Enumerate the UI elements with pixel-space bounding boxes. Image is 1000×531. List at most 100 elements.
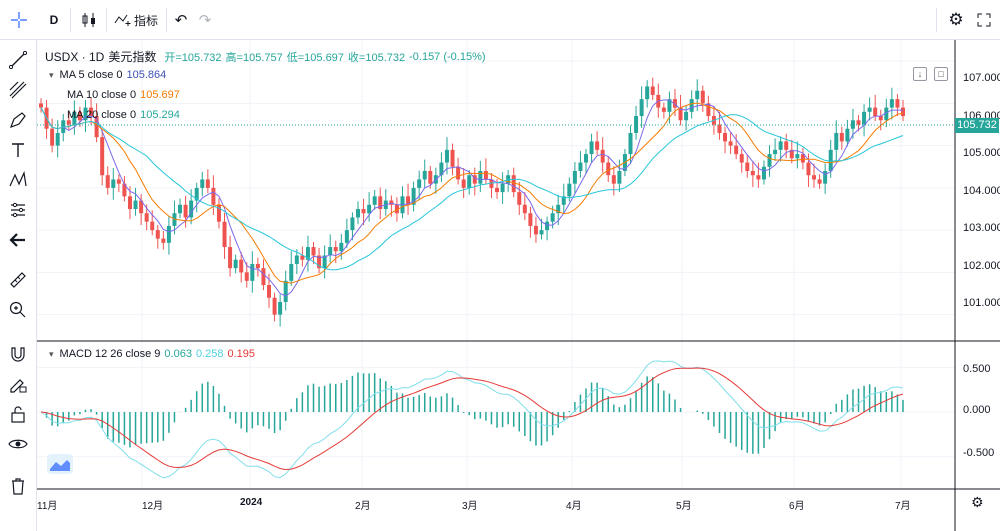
collapse-chevron-icon[interactable]: ▾ — [49, 348, 54, 359]
candle-body — [39, 103, 43, 108]
candle-body — [66, 120, 71, 125]
candle-body — [122, 183, 127, 197]
maximize-pane-button[interactable]: □ — [934, 67, 948, 81]
back-arrow-icon — [9, 233, 25, 247]
candle-body — [133, 200, 138, 210]
candle-body — [795, 154, 800, 159]
candle-body — [189, 200, 194, 218]
lock-tool[interactable] — [4, 400, 32, 428]
candle-body — [700, 90, 705, 104]
candle-body — [867, 107, 872, 112]
symbol-name[interactable]: USDX · 1D — [45, 49, 105, 64]
brush-tool[interactable] — [4, 106, 32, 134]
tv-logo-icon[interactable] — [47, 454, 73, 474]
candle-body — [250, 263, 255, 281]
crosshair-cursor-button[interactable] — [0, 8, 37, 32]
price-tick: 107.000 — [963, 72, 1000, 84]
candle-body — [483, 170, 488, 180]
ruler-tool[interactable] — [4, 266, 32, 294]
prediction-tool[interactable] — [4, 196, 32, 224]
candle-body — [595, 141, 600, 150]
undo-button[interactable]: ↶ — [174, 12, 188, 29]
time-tick: 5月 — [676, 501, 692, 512]
candle-body — [166, 225, 171, 243]
crosshair-icon — [10, 12, 27, 28]
ma5-label: MA 5 close 0 — [59, 69, 123, 81]
delete-tool[interactable] — [4, 472, 32, 500]
ma20-line — [40, 107, 904, 271]
candle-body — [406, 196, 411, 205]
settings-button[interactable]: ⚙ — [948, 10, 964, 29]
visibility-tool[interactable] — [4, 430, 32, 458]
candle-body — [127, 196, 132, 210]
toolbar-separator — [70, 8, 71, 32]
candle-body — [417, 179, 422, 188]
candle-body — [439, 162, 444, 176]
pattern-tool[interactable] — [4, 166, 32, 194]
candle-body — [500, 183, 505, 193]
collapse-chevron-icon[interactable]: ▾ — [49, 69, 54, 80]
candle-body — [856, 120, 861, 125]
candle-body — [155, 230, 160, 239]
candle-body — [806, 162, 811, 176]
drawing-toolbar — [0, 40, 37, 531]
prediction-icon — [11, 202, 25, 218]
candle-body — [150, 221, 155, 231]
chart-area[interactable]: USDX · 1D 美元指数 开=105.732 高=105.757 低=105… — [37, 40, 1000, 531]
candle-body — [689, 99, 694, 112]
chart-canvas[interactable] — [37, 40, 1000, 531]
ma20-legend[interactable]: MA 20 close 0 105.294 — [67, 109, 184, 121]
macd-line-value: 0.258 — [195, 348, 224, 360]
macd-pane — [37, 360, 955, 479]
lock-icon — [11, 406, 25, 423]
lock-draw-tool[interactable] — [4, 370, 32, 398]
price-tick: 101.000 — [963, 297, 1000, 309]
candle-body — [300, 255, 305, 260]
zoom-tool[interactable] — [4, 296, 32, 324]
price-tick: 104.000 — [963, 185, 1000, 197]
fib-tool[interactable] — [4, 76, 32, 104]
macd-legend[interactable]: ▾ MACD 12 26 close 9 0.063 0.258 0.195 — [49, 348, 259, 360]
redo-button[interactable]: ↷ — [198, 12, 212, 29]
candle-body — [394, 204, 399, 214]
ma10-legend[interactable]: MA 10 close 0 105.697 — [67, 89, 184, 101]
candle-body — [355, 209, 360, 218]
candle-body — [194, 187, 199, 201]
candle-body — [739, 154, 744, 163]
candle-body — [255, 263, 260, 269]
candle-body — [216, 204, 221, 222]
ma5-legend[interactable]: ▾ MA 5 close 0 105.864 — [49, 69, 170, 81]
candle-body — [100, 137, 105, 176]
interval-button[interactable]: D — [49, 13, 59, 27]
trend-line-tool[interactable] — [4, 46, 32, 74]
indicators-button[interactable]: 指标 — [112, 8, 160, 32]
macd-tick: -0.500 — [963, 447, 995, 459]
lock-draw-icon — [10, 379, 27, 393]
axis-settings-icon[interactable]: ⚙ — [971, 494, 984, 510]
candle-body — [228, 247, 233, 269]
time-tick: 6月 — [789, 501, 805, 512]
price-tick: 105.000 — [963, 147, 1000, 159]
back-tool[interactable] — [4, 226, 32, 254]
time-tick: 2024 — [240, 497, 263, 508]
time-tick: 2月 — [355, 501, 371, 512]
brush-icon — [9, 112, 26, 129]
candle-body — [305, 247, 310, 260]
magnet-tool[interactable] — [4, 340, 32, 368]
candle-body — [756, 175, 761, 180]
text-tool[interactable] — [4, 136, 32, 164]
candle-body — [828, 149, 833, 171]
candle-body — [723, 132, 728, 142]
scroll-down-button[interactable]: ↓ — [913, 67, 927, 81]
candle-body — [750, 170, 755, 176]
candle-body — [411, 187, 416, 205]
candle-body — [272, 297, 277, 315]
ma10-value: 105.697 — [140, 89, 180, 101]
candle-body — [578, 162, 583, 171]
candle-body — [77, 111, 82, 121]
candle-body — [461, 179, 466, 188]
candle-body — [678, 107, 683, 121]
candle-body — [728, 141, 733, 146]
fullscreen-button[interactable] — [972, 8, 996, 32]
chart-style-button[interactable] — [78, 8, 100, 32]
